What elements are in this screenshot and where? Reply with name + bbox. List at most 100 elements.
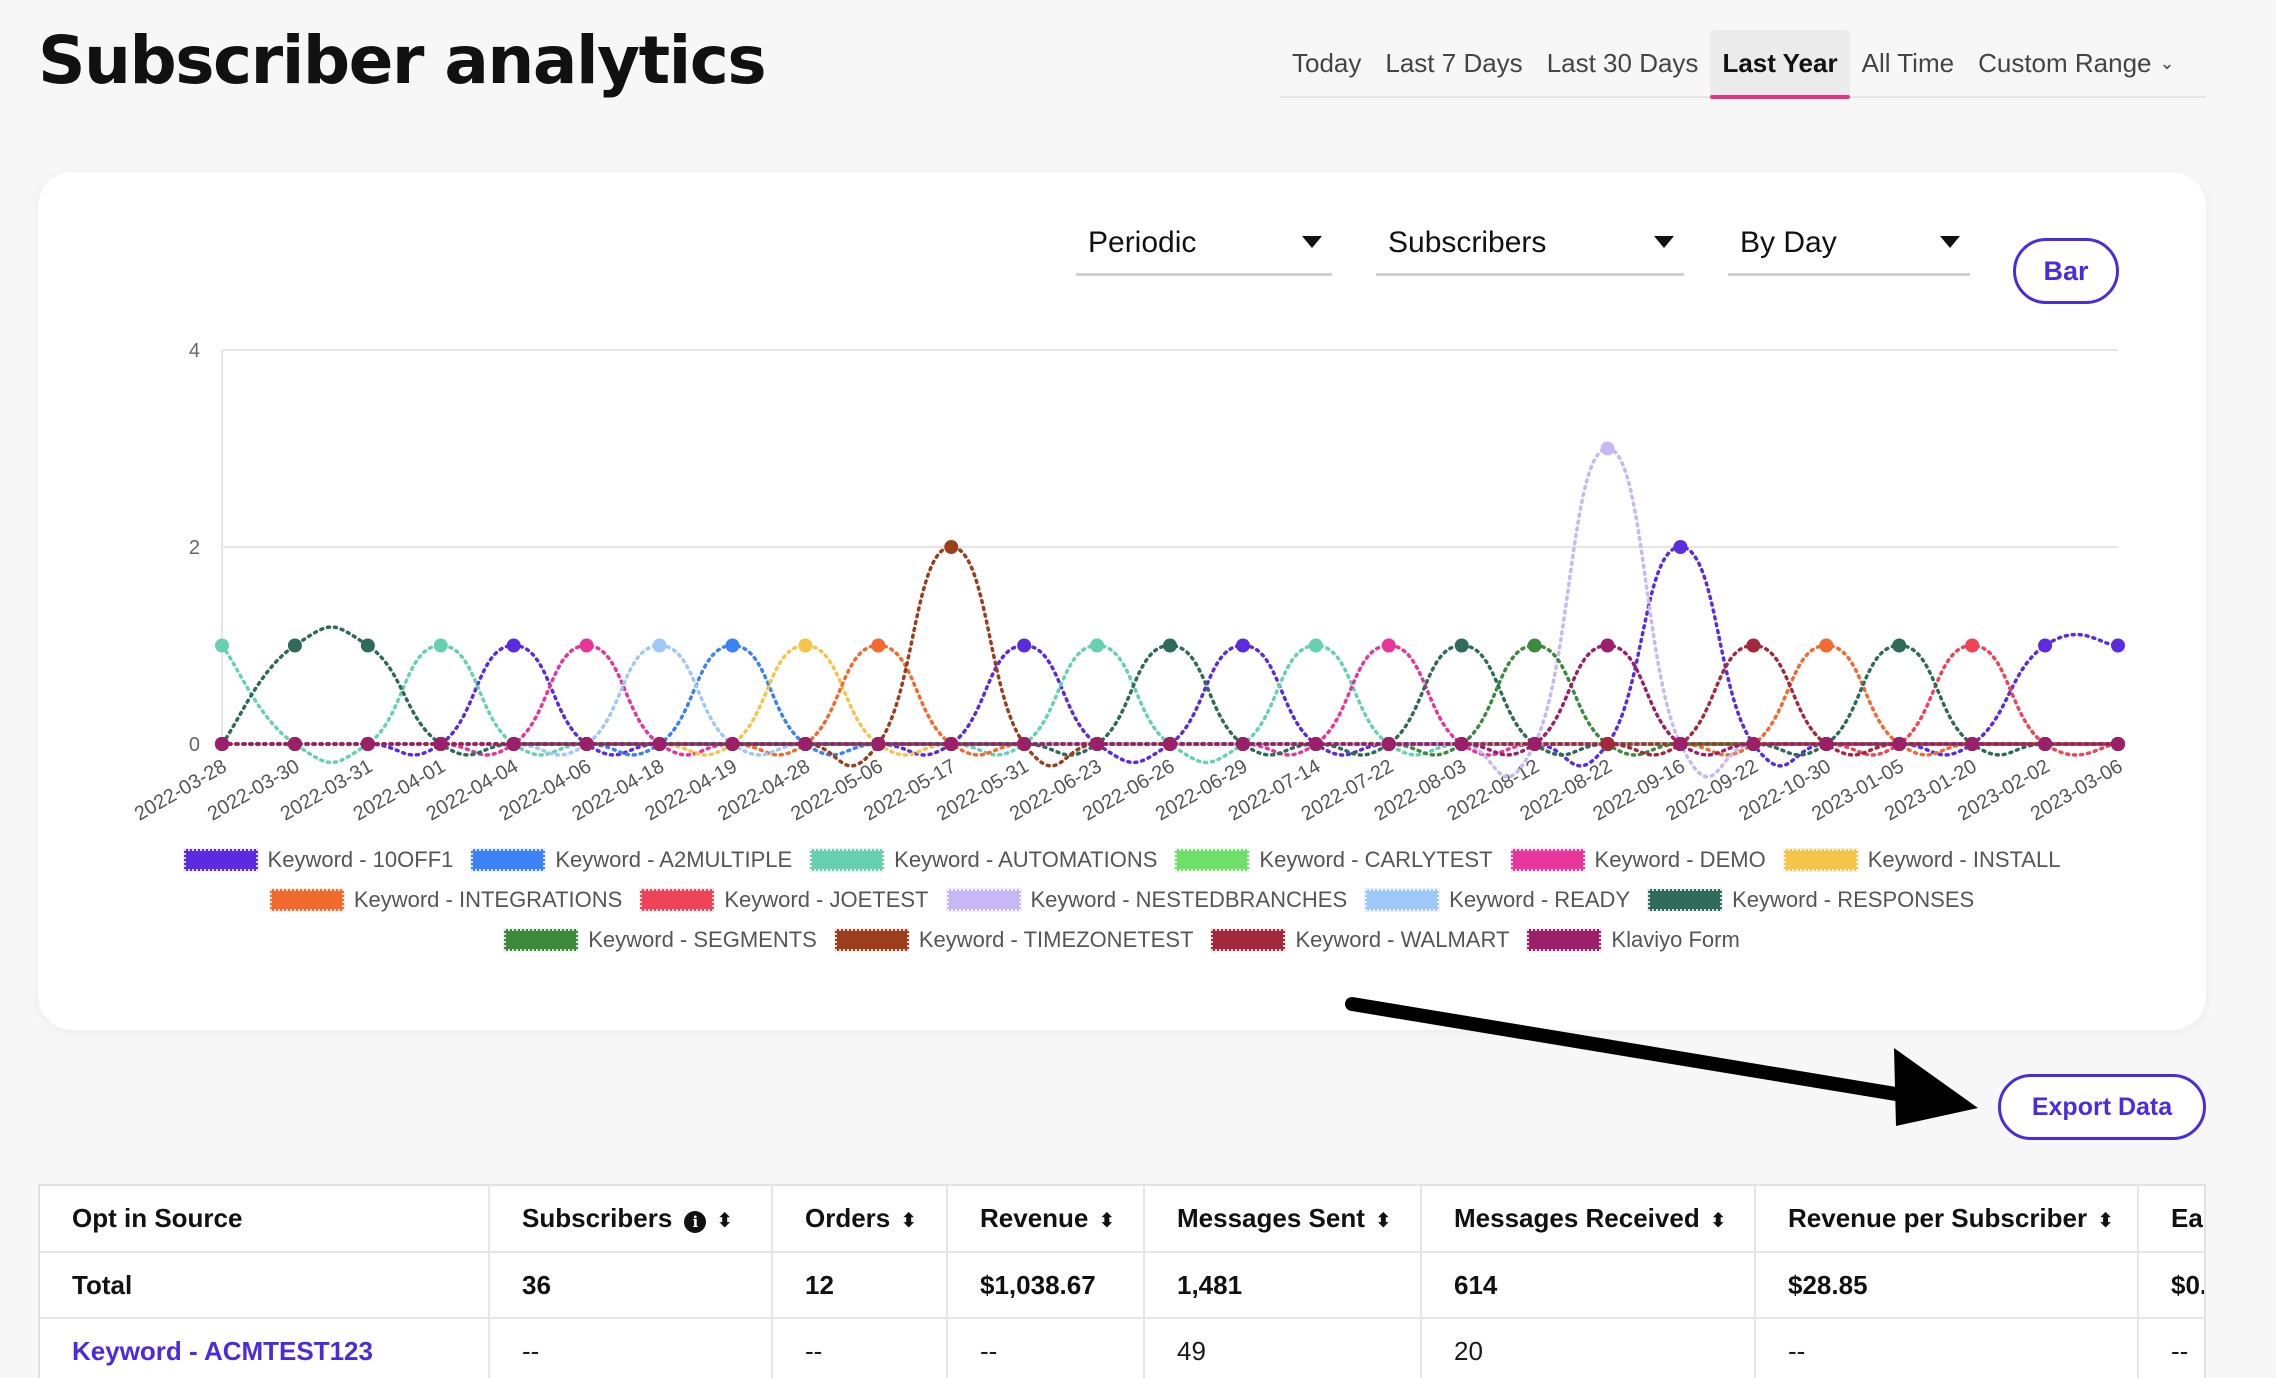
legend-item-keyword-install[interactable]: Keyword - INSTALL bbox=[1782, 847, 2060, 873]
data-point[interactable] bbox=[2038, 737, 2053, 751]
legend-item-keyword-nestedbranches[interactable]: Keyword - NESTEDBRANCHES bbox=[945, 887, 1347, 913]
sort-icon[interactable]: ⬍ bbox=[716, 1210, 734, 1232]
data-point[interactable] bbox=[579, 638, 594, 653]
data-point[interactable] bbox=[360, 638, 375, 653]
data-point[interactable] bbox=[1673, 540, 1688, 554]
tab-last-year[interactable]: Last Year bbox=[1710, 30, 1850, 99]
legend-item-keyword-automations[interactable]: Keyword - AUTOMATIONS bbox=[809, 847, 1157, 873]
data-point[interactable] bbox=[1527, 638, 1542, 653]
table-header-row: Opt in Source Subscribers i ⬍ Orders ⬍ Revenue… bbox=[40, 1186, 2204, 1253]
data-point[interactable] bbox=[1381, 638, 1396, 653]
data-point[interactable] bbox=[2038, 638, 2053, 653]
data-point[interactable] bbox=[2111, 638, 2125, 653]
legend-label: Keyword - A2MULTIPLE bbox=[555, 847, 793, 872]
data-point[interactable] bbox=[652, 737, 667, 751]
legend-item-keyword-integrations[interactable]: Keyword - INTEGRATIONS bbox=[268, 887, 623, 913]
sort-icon[interactable]: ⬍ bbox=[1374, 1210, 1392, 1232]
legend-item-keyword-ready[interactable]: Keyword - READY bbox=[1364, 887, 1630, 913]
periodic-select[interactable]: Periodic bbox=[1076, 212, 1332, 276]
data-point[interactable] bbox=[871, 638, 886, 653]
data-point[interactable] bbox=[871, 737, 886, 751]
interval-select[interactable]: By Day bbox=[1728, 212, 1970, 276]
legend-item-keyword-a2multiple[interactable]: Keyword - A2MULTIPLE bbox=[470, 847, 793, 873]
data-point[interactable] bbox=[725, 737, 740, 751]
data-point[interactable] bbox=[1819, 737, 1834, 751]
legend-item-keyword-demo[interactable]: Keyword - DEMO bbox=[1509, 847, 1766, 873]
data-point[interactable] bbox=[1381, 737, 1396, 751]
info-icon[interactable]: i bbox=[684, 1211, 707, 1233]
data-point[interactable] bbox=[287, 638, 302, 653]
data-point[interactable] bbox=[1163, 737, 1177, 751]
column-header-revenue[interactable]: Revenue ⬍ bbox=[947, 1186, 1145, 1253]
data-point[interactable] bbox=[1454, 638, 1469, 653]
column-header-orders[interactable]: Orders ⬍ bbox=[772, 1186, 948, 1253]
data-point[interactable] bbox=[1308, 737, 1323, 751]
data-point[interactable] bbox=[1600, 441, 1615, 456]
data-point[interactable] bbox=[798, 638, 813, 653]
data-point[interactable] bbox=[944, 540, 959, 554]
data-point[interactable] bbox=[1017, 737, 1032, 751]
data-point[interactable] bbox=[1746, 638, 1761, 653]
tab-today[interactable]: Today bbox=[1280, 30, 1373, 96]
data-point[interactable] bbox=[1235, 737, 1250, 751]
data-point[interactable] bbox=[798, 737, 813, 751]
legend-label: Keyword - INTEGRATIONS bbox=[353, 887, 623, 912]
column-header-revenue-per-subscriber[interactable]: Revenue per Subscriber ⬍ bbox=[1755, 1186, 2139, 1253]
data-point[interactable] bbox=[1090, 737, 1105, 751]
data-point[interactable] bbox=[215, 737, 229, 751]
data-point[interactable] bbox=[1017, 638, 1032, 653]
data-point[interactable] bbox=[287, 737, 302, 751]
data-point[interactable] bbox=[360, 737, 375, 751]
data-point[interactable] bbox=[1235, 638, 1250, 653]
column-header-subscribers[interactable]: Subscribers i ⬍ bbox=[489, 1186, 773, 1253]
row-source-cell[interactable]: Keyword - ACMTEST123 bbox=[40, 1318, 490, 1378]
data-point[interactable] bbox=[433, 737, 448, 751]
data-point[interactable] bbox=[1600, 737, 1615, 751]
legend-item-keyword-10off1[interactable]: Keyword - 10OFF1 bbox=[182, 847, 453, 873]
legend-item-keyword-walmart[interactable]: Keyword - WALMART bbox=[1210, 927, 1509, 953]
data-point[interactable] bbox=[1892, 638, 1907, 653]
data-point[interactable] bbox=[2111, 737, 2125, 751]
metric-select[interactable]: Subscribers bbox=[1376, 212, 1684, 276]
data-point[interactable] bbox=[506, 737, 521, 751]
data-point[interactable] bbox=[506, 638, 521, 653]
tab-last-7-days[interactable]: Last 7 Days bbox=[1373, 30, 1534, 96]
data-point[interactable] bbox=[725, 638, 740, 653]
data-point[interactable] bbox=[1965, 638, 1980, 653]
data-point[interactable] bbox=[652, 638, 667, 653]
data-point[interactable] bbox=[1673, 737, 1688, 751]
column-header-messages-received[interactable]: Messages Received ⬍ bbox=[1421, 1186, 1756, 1253]
tab-custom-range[interactable]: Custom Range ⌄ bbox=[1966, 30, 2187, 96]
data-point[interactable] bbox=[1308, 638, 1323, 653]
legend-item-keyword-segments[interactable]: Keyword - SEGMENTS bbox=[503, 927, 817, 953]
legend-item-keyword-responses[interactable]: Keyword - RESPONSES bbox=[1647, 887, 1974, 913]
data-point[interactable] bbox=[944, 737, 959, 751]
sort-icon[interactable]: ⬍ bbox=[900, 1210, 918, 1232]
data-point[interactable] bbox=[1527, 737, 1542, 751]
data-point[interactable] bbox=[433, 638, 448, 653]
data-point[interactable] bbox=[215, 638, 229, 653]
data-point[interactable] bbox=[1892, 737, 1907, 751]
data-point[interactable] bbox=[579, 737, 594, 751]
legend-item-keyword-timezonetest[interactable]: Keyword - TIMEZONETEST bbox=[833, 927, 1193, 953]
tab-all-time[interactable]: All Time bbox=[1850, 30, 1966, 96]
legend-item-keyword-joetest[interactable]: Keyword - JOETEST bbox=[639, 887, 929, 913]
sort-icon[interactable]: ⬍ bbox=[2097, 1210, 2114, 1232]
sort-icon[interactable]: ⬍ bbox=[1098, 1210, 1116, 1232]
data-point[interactable] bbox=[1600, 638, 1615, 653]
data-point[interactable] bbox=[1454, 737, 1469, 751]
column-header-messages-sent[interactable]: Messages Sent ⬍ bbox=[1144, 1186, 1422, 1253]
data-point[interactable] bbox=[1746, 737, 1761, 751]
legend-item-keyword-carlytest[interactable]: Keyword - CARLYTEST bbox=[1174, 847, 1493, 873]
data-point[interactable] bbox=[1090, 638, 1105, 653]
data-point[interactable] bbox=[1163, 638, 1177, 653]
export-data-button[interactable]: Export Data bbox=[1998, 1074, 2206, 1140]
data-point[interactable] bbox=[1965, 737, 1980, 751]
legend-row: Keyword - SEGMENTS Keyword - TIMEZONETEST… bbox=[38, 920, 2206, 960]
legend-item-klaviyo-form[interactable]: Klaviyo Form bbox=[1526, 927, 1740, 953]
data-point[interactable] bbox=[1819, 638, 1834, 653]
bar-chart-toggle-button[interactable]: Bar bbox=[2013, 238, 2119, 304]
legend-label: Keyword - SEGMENTS bbox=[588, 927, 817, 952]
sort-icon[interactable]: ⬍ bbox=[1709, 1210, 1727, 1232]
tab-last-30-days[interactable]: Last 30 Days bbox=[1535, 30, 1711, 96]
